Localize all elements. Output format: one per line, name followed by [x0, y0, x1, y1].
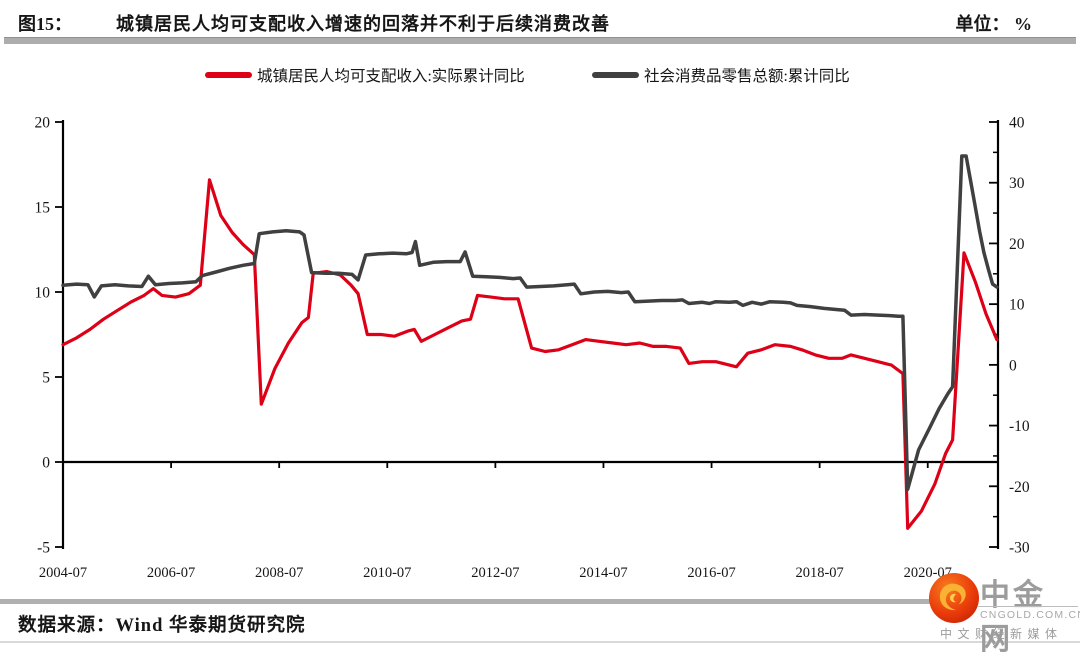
svg-text:2004-07: 2004-07	[39, 565, 87, 581]
bottom-divider	[0, 599, 944, 604]
chart-canvas: 20 15 10 5 0 -5 40 30 20 10 0 -10 -20 -30 2004-07 2006-…	[35, 115, 1030, 582]
chart-title: 城镇居民人均可支配收入增速的回落并不利于后续消费改善	[116, 14, 610, 34]
svg-text:2018-07: 2018-07	[795, 565, 843, 581]
income-line-swatch-icon	[205, 72, 252, 79]
cngold-logo: 中金网 CNGOLD.COM.CN 中文财经新媒体	[928, 572, 1080, 656]
svg-text:2006-07: 2006-07	[147, 565, 195, 581]
logo-tagline: 中文财经新媒体	[940, 627, 1063, 641]
logo-domain: CNGOLD.COM.CN	[980, 609, 1080, 621]
svg-text:2016-07: 2016-07	[687, 565, 735, 581]
svg-text:2008-07: 2008-07	[255, 565, 303, 581]
svg-text:2020-07: 2020-07	[904, 565, 952, 581]
svg-text:30: 30	[1009, 175, 1025, 192]
legend-item-retail: 社会消费品零售总额:累计同比	[592, 67, 850, 87]
svg-text:-30: -30	[1009, 540, 1030, 557]
svg-text:5: 5	[42, 370, 50, 387]
svg-text:40: 40	[1009, 115, 1025, 132]
legend-label-income: 城镇居民人均可支配收入:实际累计同比	[257, 68, 525, 85]
cngold-flame-icon	[929, 573, 979, 623]
svg-text:2010-07: 2010-07	[363, 565, 411, 581]
svg-text:20: 20	[35, 115, 51, 132]
top-divider	[4, 37, 1076, 44]
svg-text:0: 0	[1009, 357, 1017, 374]
page: { "header": { "figure_label": "图15：", "t…	[0, 14, 1080, 656]
retail-line-swatch-icon	[592, 72, 639, 79]
svg-text:-10: -10	[1009, 418, 1030, 435]
svg-text:0: 0	[42, 455, 50, 472]
data-source-label: 数据来源：Wind 华泰期货研究院	[18, 616, 306, 636]
svg-text:2012-07: 2012-07	[471, 565, 519, 581]
bottom-edge-line	[0, 641, 1080, 643]
svg-text:15: 15	[35, 200, 51, 217]
legend-label-retail: 社会消费品零售总额:累计同比	[644, 68, 850, 85]
svg-text:-20: -20	[1009, 479, 1030, 496]
svg-text:20: 20	[1009, 236, 1025, 253]
legend-item-income: 城镇居民人均可支配收入:实际累计同比	[205, 67, 525, 87]
figure-label: 图15：	[18, 14, 72, 34]
svg-text:2014-07: 2014-07	[579, 565, 627, 581]
svg-text:10: 10	[1009, 297, 1025, 314]
unit-label: 单位： %	[955, 14, 1033, 34]
logo-divider	[978, 606, 1078, 607]
svg-text:10: 10	[35, 285, 51, 302]
svg-text:-5: -5	[37, 540, 50, 557]
